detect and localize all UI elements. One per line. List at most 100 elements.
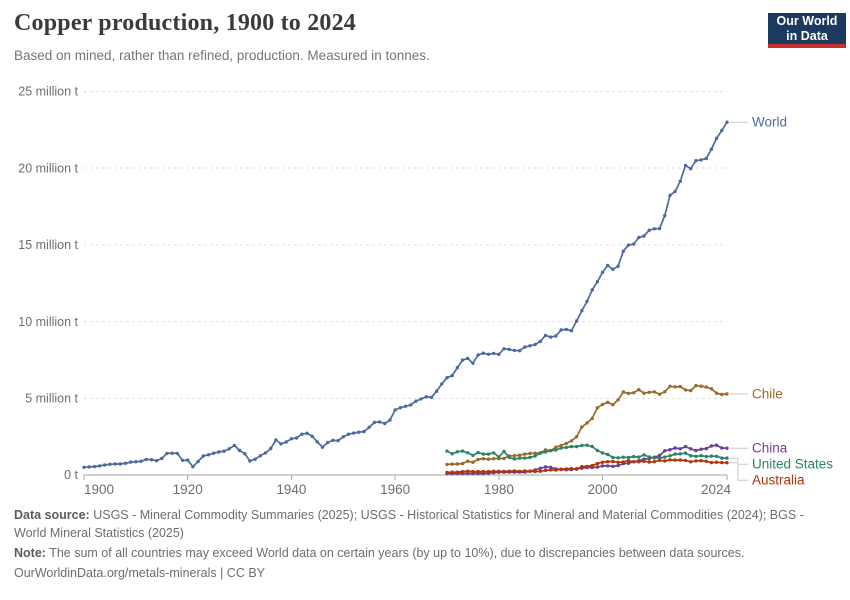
data-point (678, 452, 682, 456)
data-point (673, 189, 677, 194)
data-point (621, 249, 625, 253)
data-point (460, 469, 465, 474)
data-point (580, 443, 584, 448)
data-point (663, 459, 667, 463)
data-point (507, 469, 511, 473)
data-point (704, 156, 708, 161)
data-point (450, 462, 454, 466)
data-point (652, 390, 657, 394)
data-point (279, 442, 283, 446)
data-point (502, 347, 506, 351)
data-point (663, 390, 667, 394)
data-source-line: Data source: USGS - Mineral Commodity Su… (14, 506, 836, 542)
data-point (274, 438, 278, 442)
data-point (538, 339, 542, 344)
data-point (714, 443, 719, 447)
data-point (632, 242, 636, 246)
data-point (269, 446, 273, 451)
data-point (466, 451, 470, 455)
series-world[interactable] (82, 120, 729, 470)
data-point (714, 460, 719, 464)
data-point (528, 455, 532, 460)
series-points-united-states (445, 443, 729, 461)
data-point (689, 454, 693, 458)
data-point (517, 453, 522, 457)
data-point (725, 456, 729, 460)
data-point (512, 457, 517, 461)
data-point (683, 163, 688, 168)
data-point (424, 395, 428, 399)
series-united-states[interactable] (445, 443, 729, 461)
data-point (637, 455, 641, 459)
data-point (585, 299, 589, 304)
data-point (217, 450, 221, 454)
data-point (445, 376, 449, 380)
data-point (699, 384, 703, 388)
data-point (616, 463, 620, 468)
data-point (305, 431, 309, 435)
data-point (621, 460, 625, 464)
data-point (414, 399, 418, 403)
data-point (481, 469, 485, 474)
data-point (549, 468, 553, 472)
data-point (595, 406, 600, 410)
data-point (564, 327, 568, 332)
data-point (652, 227, 657, 231)
data-point (471, 361, 475, 365)
series-line-world[interactable] (83, 121, 728, 469)
data-point (362, 429, 366, 434)
data-point (616, 460, 620, 464)
data-point (543, 468, 548, 473)
data-point (460, 461, 465, 466)
data-point (445, 462, 449, 467)
data-point (611, 267, 615, 271)
data-point (492, 351, 496, 356)
series-australia[interactable] (445, 458, 729, 475)
owid-logo-box: Our World in Data (768, 13, 846, 44)
data-point (97, 464, 102, 468)
data-point (248, 459, 252, 463)
data-point (559, 467, 563, 471)
data-point (720, 460, 724, 465)
x-axis-tick-label: 1900 (84, 482, 114, 497)
data-point (165, 451, 169, 456)
data-point (523, 456, 527, 460)
data-point (564, 445, 568, 450)
data-point (554, 445, 558, 449)
data-point (549, 465, 553, 469)
series-label-china[interactable]: China (752, 441, 788, 456)
data-point (616, 456, 620, 460)
owid-logo: Our World in Data (768, 13, 846, 48)
data-point (129, 460, 133, 464)
data-point (144, 457, 148, 462)
data-point (637, 388, 641, 392)
data-point (637, 460, 641, 464)
data-source-label: Data source: (14, 508, 90, 522)
data-point (455, 450, 460, 454)
data-point (704, 446, 708, 451)
data-point (154, 459, 159, 463)
series-label-chile[interactable]: Chile (752, 386, 783, 401)
data-point (694, 454, 698, 458)
data-point (574, 435, 579, 439)
series-label-world[interactable]: World (752, 115, 787, 130)
data-point (300, 432, 304, 436)
data-point (113, 462, 117, 466)
series-label-australia[interactable]: Australia (752, 473, 805, 488)
data-point (678, 384, 682, 389)
data-point (357, 430, 361, 434)
y-axis-tick-label: 20 million t (18, 161, 78, 175)
data-point (528, 344, 532, 348)
y-axis-tick-label: 25 million t (18, 85, 78, 99)
data-point (393, 408, 397, 412)
x-axis-tick-label: 1980 (484, 482, 514, 497)
data-point (694, 448, 698, 453)
data-point (284, 440, 288, 444)
data-point (606, 452, 610, 457)
note-line: Note: The sum of all countries may excee… (14, 544, 836, 562)
series-label-united-states[interactable]: United States (752, 457, 833, 472)
data-point (82, 465, 86, 469)
data-point (683, 458, 688, 463)
data-point (326, 440, 330, 445)
